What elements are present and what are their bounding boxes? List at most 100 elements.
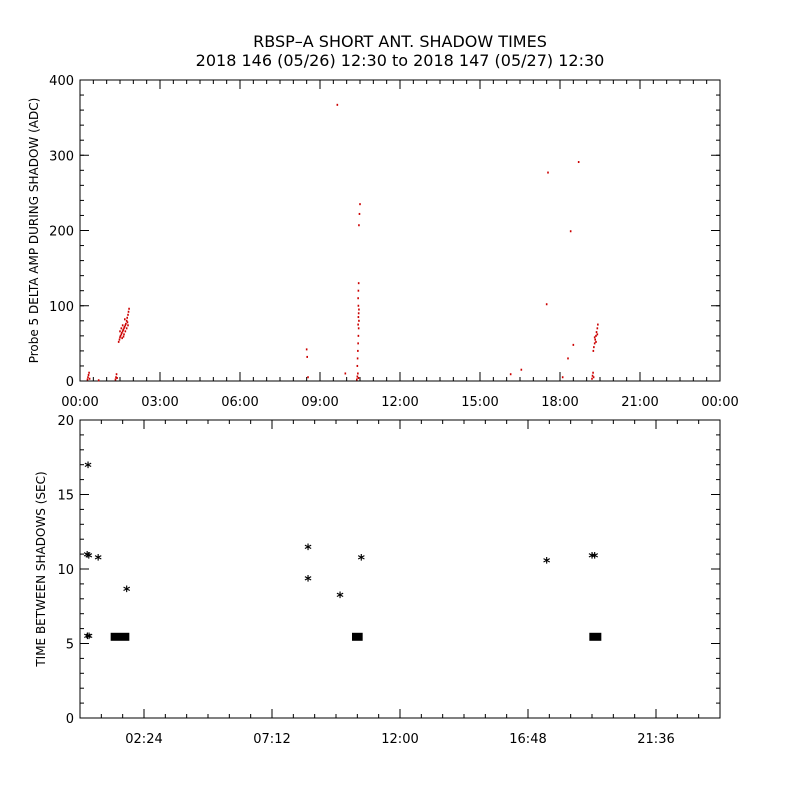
data-point [126,321,129,324]
data-point [88,371,90,374]
data-point [577,161,580,164]
data-point [356,378,358,381]
data-point: * [591,550,599,566]
data-point [119,330,121,333]
data-bar [110,632,130,641]
data-point [124,324,127,327]
bottom-panel-time-between-shadows: 02:24 07:12 12:00 16:48 21:36 0 5 10 15 20 TIME BE… [34,414,721,747]
data-point [128,307,130,310]
data-point [125,327,128,330]
data-point [593,336,596,339]
data-point [567,357,569,360]
data-point [356,375,359,378]
y-tick-label: 0 [66,375,74,390]
data-point [591,377,593,380]
data-point [122,328,124,331]
data-point [357,323,359,326]
chart-title-line1: RBSP–A SHORT ANT. SHADOW TIMES [253,32,547,51]
data-point [358,212,361,215]
data-point: * [85,550,93,566]
chart-title-line2: 2018 146 (05/26) 12:30 to 2018 147 (05/2… [195,51,605,70]
data-point [547,171,549,174]
data-bar [352,632,363,641]
data-point: * [543,556,551,572]
data-point [114,378,117,381]
data-point [116,376,118,379]
x-tick-label: 21:36 [637,732,674,747]
data-point [594,338,596,341]
x-tick-label: 00:00 [701,395,738,410]
data-point: * [123,584,131,600]
y-tick-label: 200 [49,225,74,240]
data-point: * [304,542,312,558]
plot-frame [79,419,721,719]
x-tick-label: 15:00 [461,395,498,410]
data-point [357,297,359,300]
data-point [520,368,523,371]
data-point: * [94,553,102,569]
data-point [97,379,100,382]
x-tick-label: 00:00 [61,395,98,410]
data-point [596,333,599,336]
x-tick-label: 06:00 [221,395,258,410]
data-point [357,289,360,292]
data-point [358,224,360,227]
data-point: * [336,590,344,606]
y-axis-label: TIME BETWEEN SHADOWS (SEC) [34,471,48,667]
y-tick-label: 20 [57,414,74,429]
data-point [357,334,360,337]
data-point [356,357,359,360]
data-point [357,349,359,352]
data-point: * [358,553,366,569]
x-tick-label: 18:00 [541,395,578,410]
data-point [124,318,126,321]
data-point [569,230,572,233]
data-point [356,364,359,367]
data-point [305,348,308,351]
data-point [86,378,89,381]
data-point [572,343,575,346]
data-point [592,376,595,379]
data-point [357,316,360,319]
data-point [123,325,126,328]
data-point [358,319,360,322]
data-point [88,377,91,380]
y-tick-label: 15 [57,489,74,504]
data-point [120,333,123,336]
data-point [119,336,121,339]
data-point [357,342,359,345]
data-point [357,312,360,315]
data-point [306,355,308,358]
data-point [124,330,127,333]
data-point [336,103,339,106]
data-point [357,304,360,307]
data-point [123,333,125,336]
data-point [115,376,117,379]
data-point [595,331,598,334]
data-point [121,331,123,334]
x-tick-label: 03:00 [141,395,178,410]
data-point [87,376,89,379]
data-point [595,334,597,337]
data-point [357,282,360,285]
y-tick-label: 100 [49,300,74,315]
data-point [509,373,512,376]
data-point [125,319,128,322]
x-tick-label: 09:00 [301,395,338,410]
data-point [593,346,595,349]
data-point: * [84,550,92,566]
y-tick-label: 0 [66,712,74,727]
data-point [344,372,347,375]
data-point [596,327,599,330]
data-point: * [85,631,93,647]
data-point [561,376,564,379]
data-point [117,340,120,343]
data-point [357,327,360,330]
data-point [87,373,90,376]
y-tick-label: 5 [66,638,74,653]
data-point: * [84,460,92,476]
data-point [121,337,123,340]
plot-frame [79,79,721,382]
x-tick-label: 07:12 [253,732,290,747]
